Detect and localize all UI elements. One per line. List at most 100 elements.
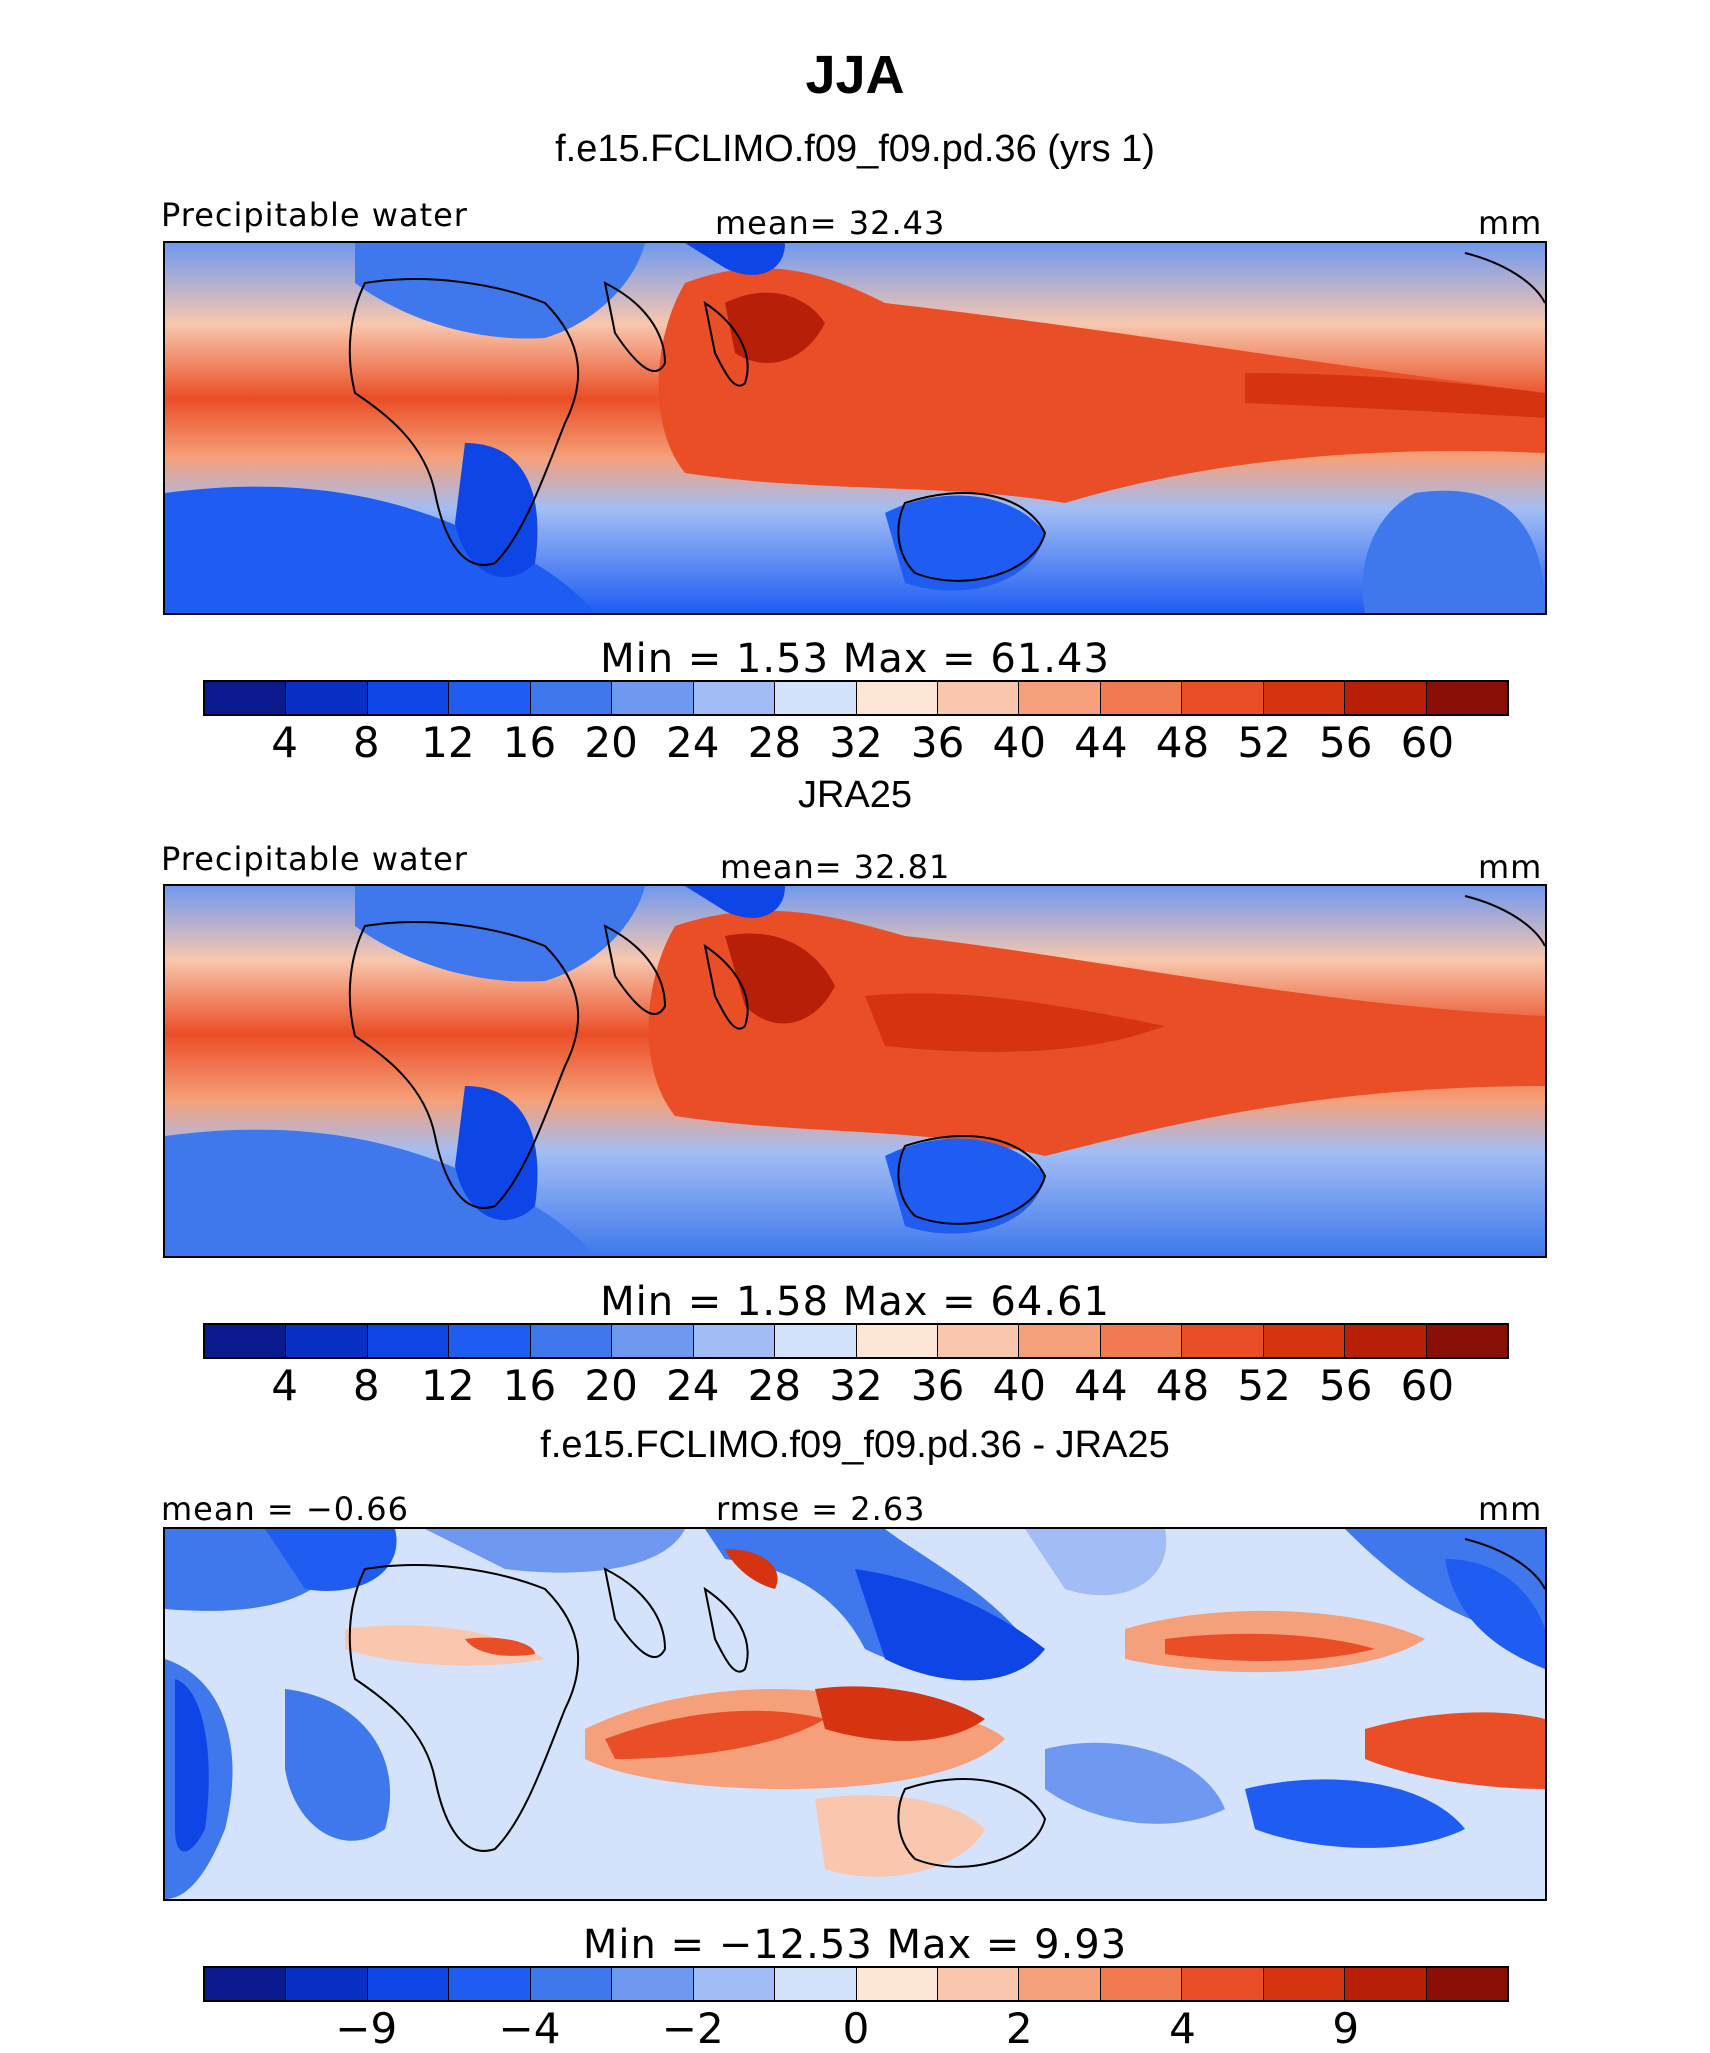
colorbar-tick-label: 24 [666,718,720,767]
colorbar-cell [856,682,938,714]
colorbar-tick-label: 56 [1319,718,1373,767]
colorbar-tick-label: 20 [584,718,638,767]
colorbar-cell [612,682,694,714]
colorbar-tick-label: 40 [992,1361,1046,1410]
colorbar-cell [1426,1968,1507,2000]
colorbar-cell [367,1968,450,2000]
colorbar-cell [856,1325,938,1357]
panel-model-mean-label: mean= 32.43 [715,204,946,242]
panel-model-heading: f.e15.FCLIMO.f09_f09.pd.36 (yrs 1) [555,128,1155,170]
colorbar-tick-label: 16 [502,718,557,767]
colorbar-tick-label: 52 [1237,1361,1291,1410]
colorbar-cell [449,682,531,714]
colorbar-tick-label: 28 [747,1361,802,1410]
colorbar-cell [775,1325,857,1357]
colorbar-cell [1345,1968,1427,2000]
colorbar-tick-label: 4 [271,1361,298,1410]
panel-model-colorbar [203,680,1509,716]
colorbar-cell [1019,682,1101,714]
colorbar-cell [205,1325,287,1357]
colorbar-cell [449,1968,531,2000]
colorbar-cell [286,1325,368,1357]
colorbar-tick-label: 9 [1332,2004,1360,2053]
panel-model-map-field [165,243,1545,613]
colorbar-cell [775,1968,857,2000]
colorbar-cell [1100,1968,1183,2000]
colorbar-cell [1263,1325,1346,1357]
panel-obs-unit-label: mm [1478,848,1543,886]
panel-diff-colorbar [203,1966,1509,2002]
colorbar-cell [612,1325,694,1357]
colorbar-cell [693,1325,776,1357]
panel-diff-heading: f.e15.FCLIMO.f09_f09.pd.36 - JRA25 [540,1424,1170,1466]
panel-obs-stats: Min = 1.58 Max = 64.61 [600,1279,1110,1325]
colorbar-cell [367,682,450,714]
colorbar-tick-label: 28 [747,718,802,767]
panel-diff-mean-label: mean = −0.66 [161,1490,409,1528]
colorbar-tick-label: 32 [829,718,883,767]
colorbar-cell [1345,1325,1427,1357]
panel-diff-stats: Min = −12.53 Max = 9.93 [582,1922,1128,1968]
figure-title: JJA [805,45,905,105]
panel-model-map [163,241,1547,615]
panel-obs-heading: JRA25 [797,774,913,816]
colorbar-cell [693,682,776,714]
panel-obs-map [163,884,1547,1258]
panel-obs-colorbar-ticks: 4 8 12 16 20 24 28 32 36 40 44 48 52 56 60 [203,1359,1509,1410]
colorbar-cell [1182,682,1264,714]
colorbar-cell [775,682,857,714]
colorbar-cell [856,1968,938,2000]
panel-obs-map-field [165,886,1545,1256]
colorbar-tick-label: 4 [271,718,298,767]
colorbar-tick-label: 32 [829,1361,883,1410]
colorbar-cell [1426,1325,1507,1357]
panel-diff-rmse-label: rmse = 2.63 [716,1490,926,1528]
colorbar-cell [205,682,287,714]
colorbar-tick-label: 24 [666,1361,720,1410]
colorbar-cell [1019,1325,1101,1357]
colorbar-cell [1263,682,1346,714]
panel-diff-unit-label: mm [1478,1490,1543,1528]
colorbar-tick-label: 60 [1400,718,1455,767]
colorbar-tick-label: 36 [910,718,965,767]
colorbar-tick-label: 8 [352,718,380,767]
colorbar-cell [1182,1968,1264,2000]
colorbar-cell [530,682,613,714]
colorbar-tick-label: 12 [421,1361,475,1410]
colorbar-tick-label: 40 [992,718,1046,767]
colorbar-cell [937,1968,1020,2000]
panel-model-left-label: Precipitable water [161,196,468,234]
colorbar-tick-label: 4 [1169,2004,1196,2053]
colorbar-tick-label: 56 [1319,1361,1373,1410]
colorbar-cell [1426,682,1507,714]
colorbar-tick-label: 60 [1400,1361,1455,1410]
colorbar-cell [530,1325,613,1357]
colorbar-tick-label: 2 [1005,2004,1033,2053]
colorbar-cell [1182,1325,1264,1357]
colorbar-cell [1100,1325,1183,1357]
colorbar-cell [205,1968,287,2000]
colorbar-tick-label: 12 [421,718,475,767]
panel-obs-colorbar [203,1323,1509,1359]
colorbar-cell [1100,682,1183,714]
colorbar-tick-label: 8 [352,1361,380,1410]
colorbar-cell [937,1325,1020,1357]
colorbar-cell [1345,682,1427,714]
colorbar-cell [1263,1968,1346,2000]
panel-model-stats: Min = 1.53 Max = 61.43 [600,636,1110,682]
colorbar-tick-label: 20 [584,1361,638,1410]
panel-obs-mean-label: mean= 32.81 [720,848,951,886]
colorbar-cell [286,1968,368,2000]
colorbar-tick-label: 44 [1074,1361,1128,1410]
colorbar-tick-label: −9 [335,2004,398,2053]
colorbar-cell [367,1325,450,1357]
panel-diff-colorbar-ticks: −9 −4 −2 0 2 4 9 [203,2002,1509,2053]
colorbar-cell [286,682,368,714]
colorbar-tick-label: 16 [502,1361,557,1410]
panel-diff-map [163,1527,1547,1901]
panel-model-colorbar-ticks: 4 8 12 16 20 24 28 32 36 40 44 48 52 56 60 [203,716,1509,767]
colorbar-tick-label: 52 [1237,718,1291,767]
colorbar-cell [612,1968,694,2000]
colorbar-tick-label: 48 [1155,1361,1210,1410]
colorbar-cell [530,1968,613,2000]
